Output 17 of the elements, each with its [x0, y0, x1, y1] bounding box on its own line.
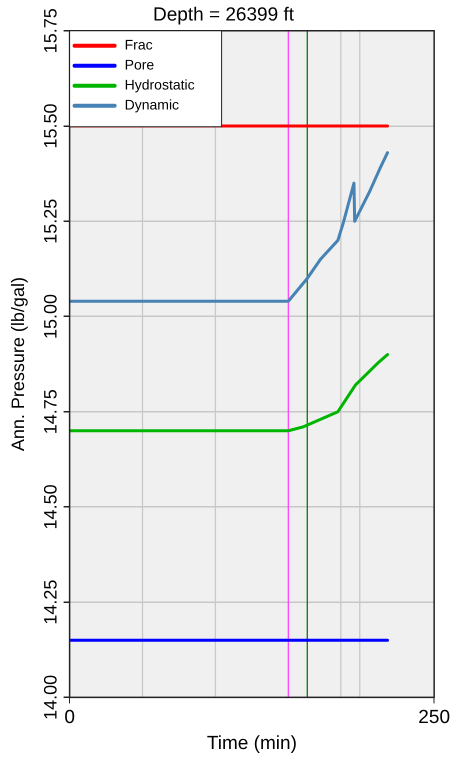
x-tick-label: 0: [64, 707, 75, 728]
y-tick-label: 15.75: [40, 8, 61, 54]
y-tick-label: 15.00: [40, 294, 61, 340]
y-axis-title: Ann. Pressure (lb/gal): [8, 277, 28, 452]
legend-label: Hydrostatic: [124, 76, 195, 93]
chart-title: Depth = 26399 ft: [152, 4, 295, 26]
y-tick-label: 14.75: [40, 389, 61, 434]
legend-label: Pore: [124, 56, 154, 73]
x-axis-title: Time (min): [206, 732, 297, 754]
x-tick-label: 250: [418, 707, 450, 728]
y-tick-label: 15.50: [40, 104, 61, 149]
y-tick-label: 14.00: [40, 674, 61, 720]
y-tick-label: 15.25: [40, 198, 61, 244]
y-tick-label: 14.50: [40, 484, 61, 530]
legend-label: Dynamic: [124, 96, 180, 113]
y-tick-label: 14.25: [40, 580, 61, 625]
legend-label: Frac: [124, 36, 153, 53]
